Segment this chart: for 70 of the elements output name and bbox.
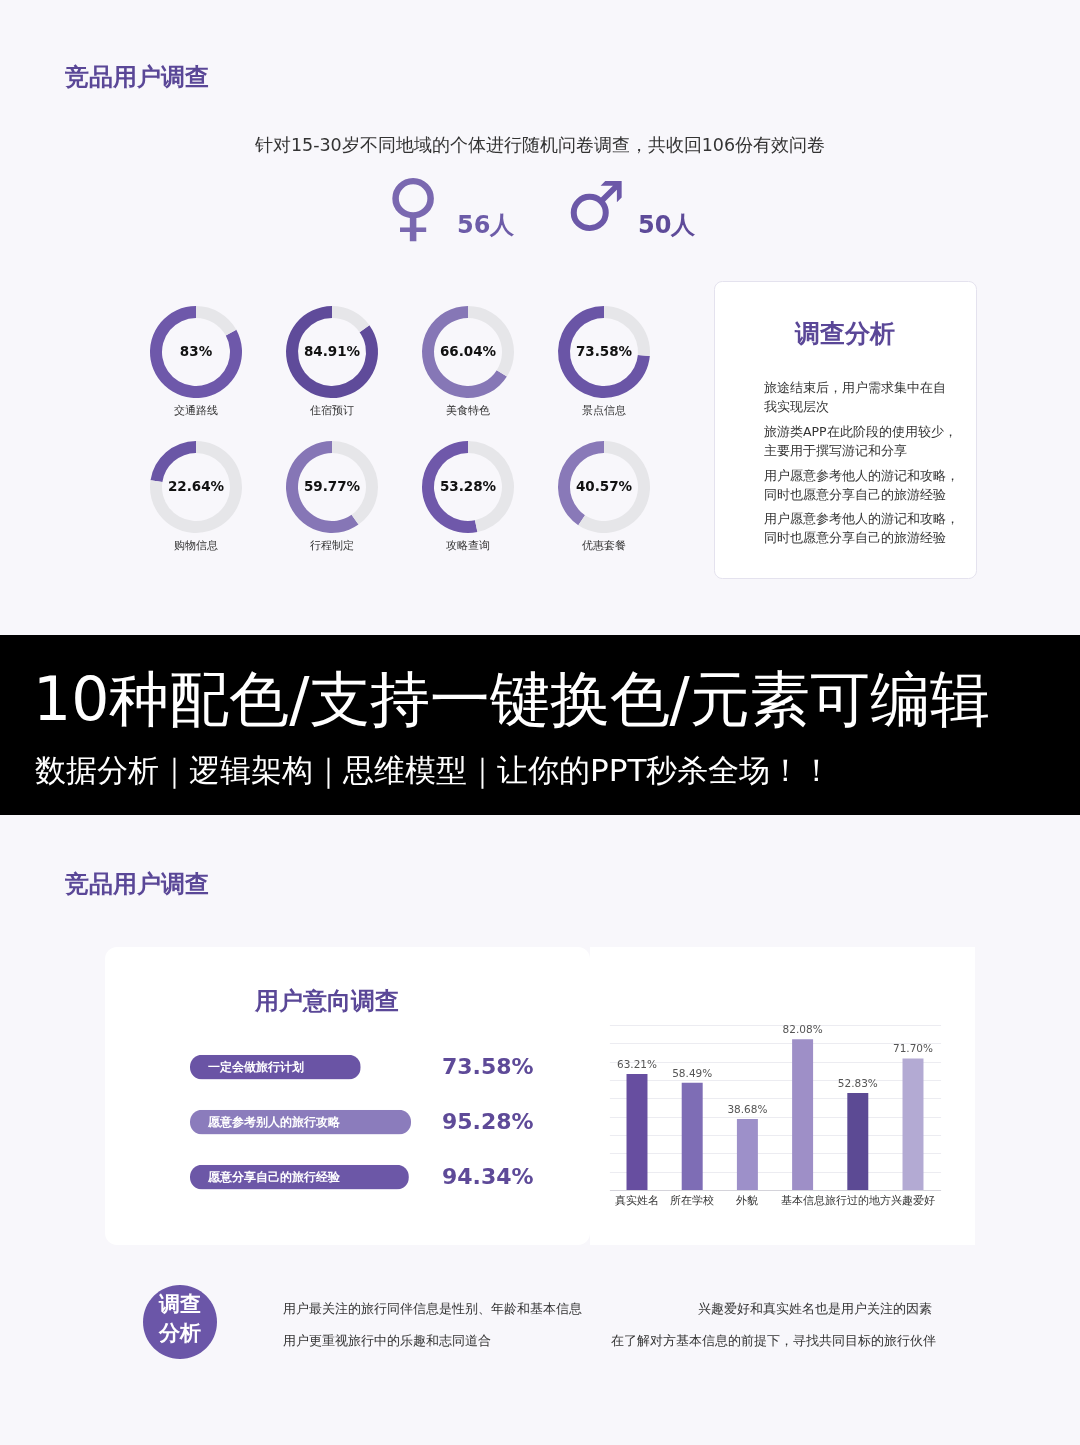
text: 旅途结束后，用户需求集中在自我实现层次 [764,380,946,414]
bar [626,1073,648,1190]
text: 56人 [457,211,516,239]
text: 调查分析 [794,320,895,347]
data-label: 40.57% [575,478,633,494]
data-label: 58.49% [672,1066,713,1079]
text: 用户愿意参考他人的游记和攻略，同时也愿意分享自己的旅游经验 [764,468,959,502]
donut-slice [286,306,378,398]
x-tick-label: 基本信息 [780,1193,825,1206]
bar [736,1119,758,1190]
bar [792,1039,814,1190]
data-label: 63.21% [616,1057,658,1070]
donut-slice [150,441,242,533]
x-tick-label: 所在学校 [670,1193,715,1206]
text: 美食特色 [446,404,490,417]
data-label: 71.70% [892,1042,934,1055]
text: 兴趣爱好和真实姓名也是用户关注的因素 [698,1301,932,1316]
text: 住宿预订 [310,404,354,417]
donut-slice [286,441,359,533]
data-label: 95.28% [442,1109,534,1134]
donut-slice [558,306,650,398]
text: 景点信息 [582,404,626,417]
data-label: 82.08% [782,1023,823,1036]
text: 50人 [638,211,697,239]
text: 针对15-30岁不同地域的个体进行随机问卷调查，共收回106份有效问卷 [253,135,826,155]
text: 竞品用户调查 [64,870,209,898]
text: 交通路线 [174,404,218,417]
y-tick-label: 愿意分享自己的旅行经验 [206,1170,341,1184]
donut-slice [150,441,196,482]
chart-title: 用户意向调查 [254,988,399,1014]
donut-slice [422,306,507,398]
text: 在了解对方基本信息的前提下，寻找共同目标的旅行伙伴 [611,1333,936,1348]
data-label: 94.34% [442,1164,534,1189]
bar [902,1058,924,1190]
data-label: 66.04% [439,343,497,359]
y-tick-label: 愿意参考别人的旅行攻略 [206,1115,341,1129]
data-label: 53.28% [439,478,497,494]
text: 用户愿意参考他人的游记和攻略，同时也愿意分享自己的旅游经验 [764,511,959,545]
donut-slice [332,306,370,333]
bar [847,1093,869,1190]
data-label: 73.58% [575,343,633,359]
x-tick-label: 旅行过的地方 [824,1193,891,1206]
donut-slice [578,441,650,533]
x-tick-label: 真实姓名 [615,1193,659,1206]
text: 行程制定 [310,539,354,552]
bar [681,1082,703,1190]
text: 购物信息 [174,539,218,552]
text: 竞品用户调查 [64,63,209,91]
text: 攻略查询 [446,539,490,552]
data-label: 38.68% [727,1103,768,1115]
text: ♀ [385,163,441,249]
text: 旅游类APP在此阶段的使用较少，主要用于撰写游记和分享 [764,424,957,458]
data-label: 84.91% [303,343,361,359]
text: 10种配色/支持一键换色/元素可编辑 [33,664,990,734]
text: 数据分析｜逻辑架构｜思维模型｜让你的PPT秒杀全场！！ [35,752,833,789]
data-label: 73.58% [442,1054,534,1079]
text: 用户更重视旅行中的乐趣和志同道合 [283,1333,491,1348]
donut-slice [196,306,237,336]
x-tick-label: 外貌 [736,1193,759,1206]
data-label: 22.64% [167,478,225,494]
text: 调查分析 [158,1292,201,1345]
x-tick-label: 兴趣爱好 [891,1193,935,1206]
data-label: 59.77% [303,478,361,494]
text: 用户最关注的旅行同伴信息是性别、年龄和基本信息 [283,1301,582,1316]
data-label: 83% [179,343,213,359]
data-label: 52.83% [837,1077,878,1090]
text: 优惠套餐 [582,539,626,552]
y-tick-label: 一定会做旅行计划 [207,1060,304,1074]
text: ♂ [565,167,627,246]
donut-slice [150,306,242,398]
